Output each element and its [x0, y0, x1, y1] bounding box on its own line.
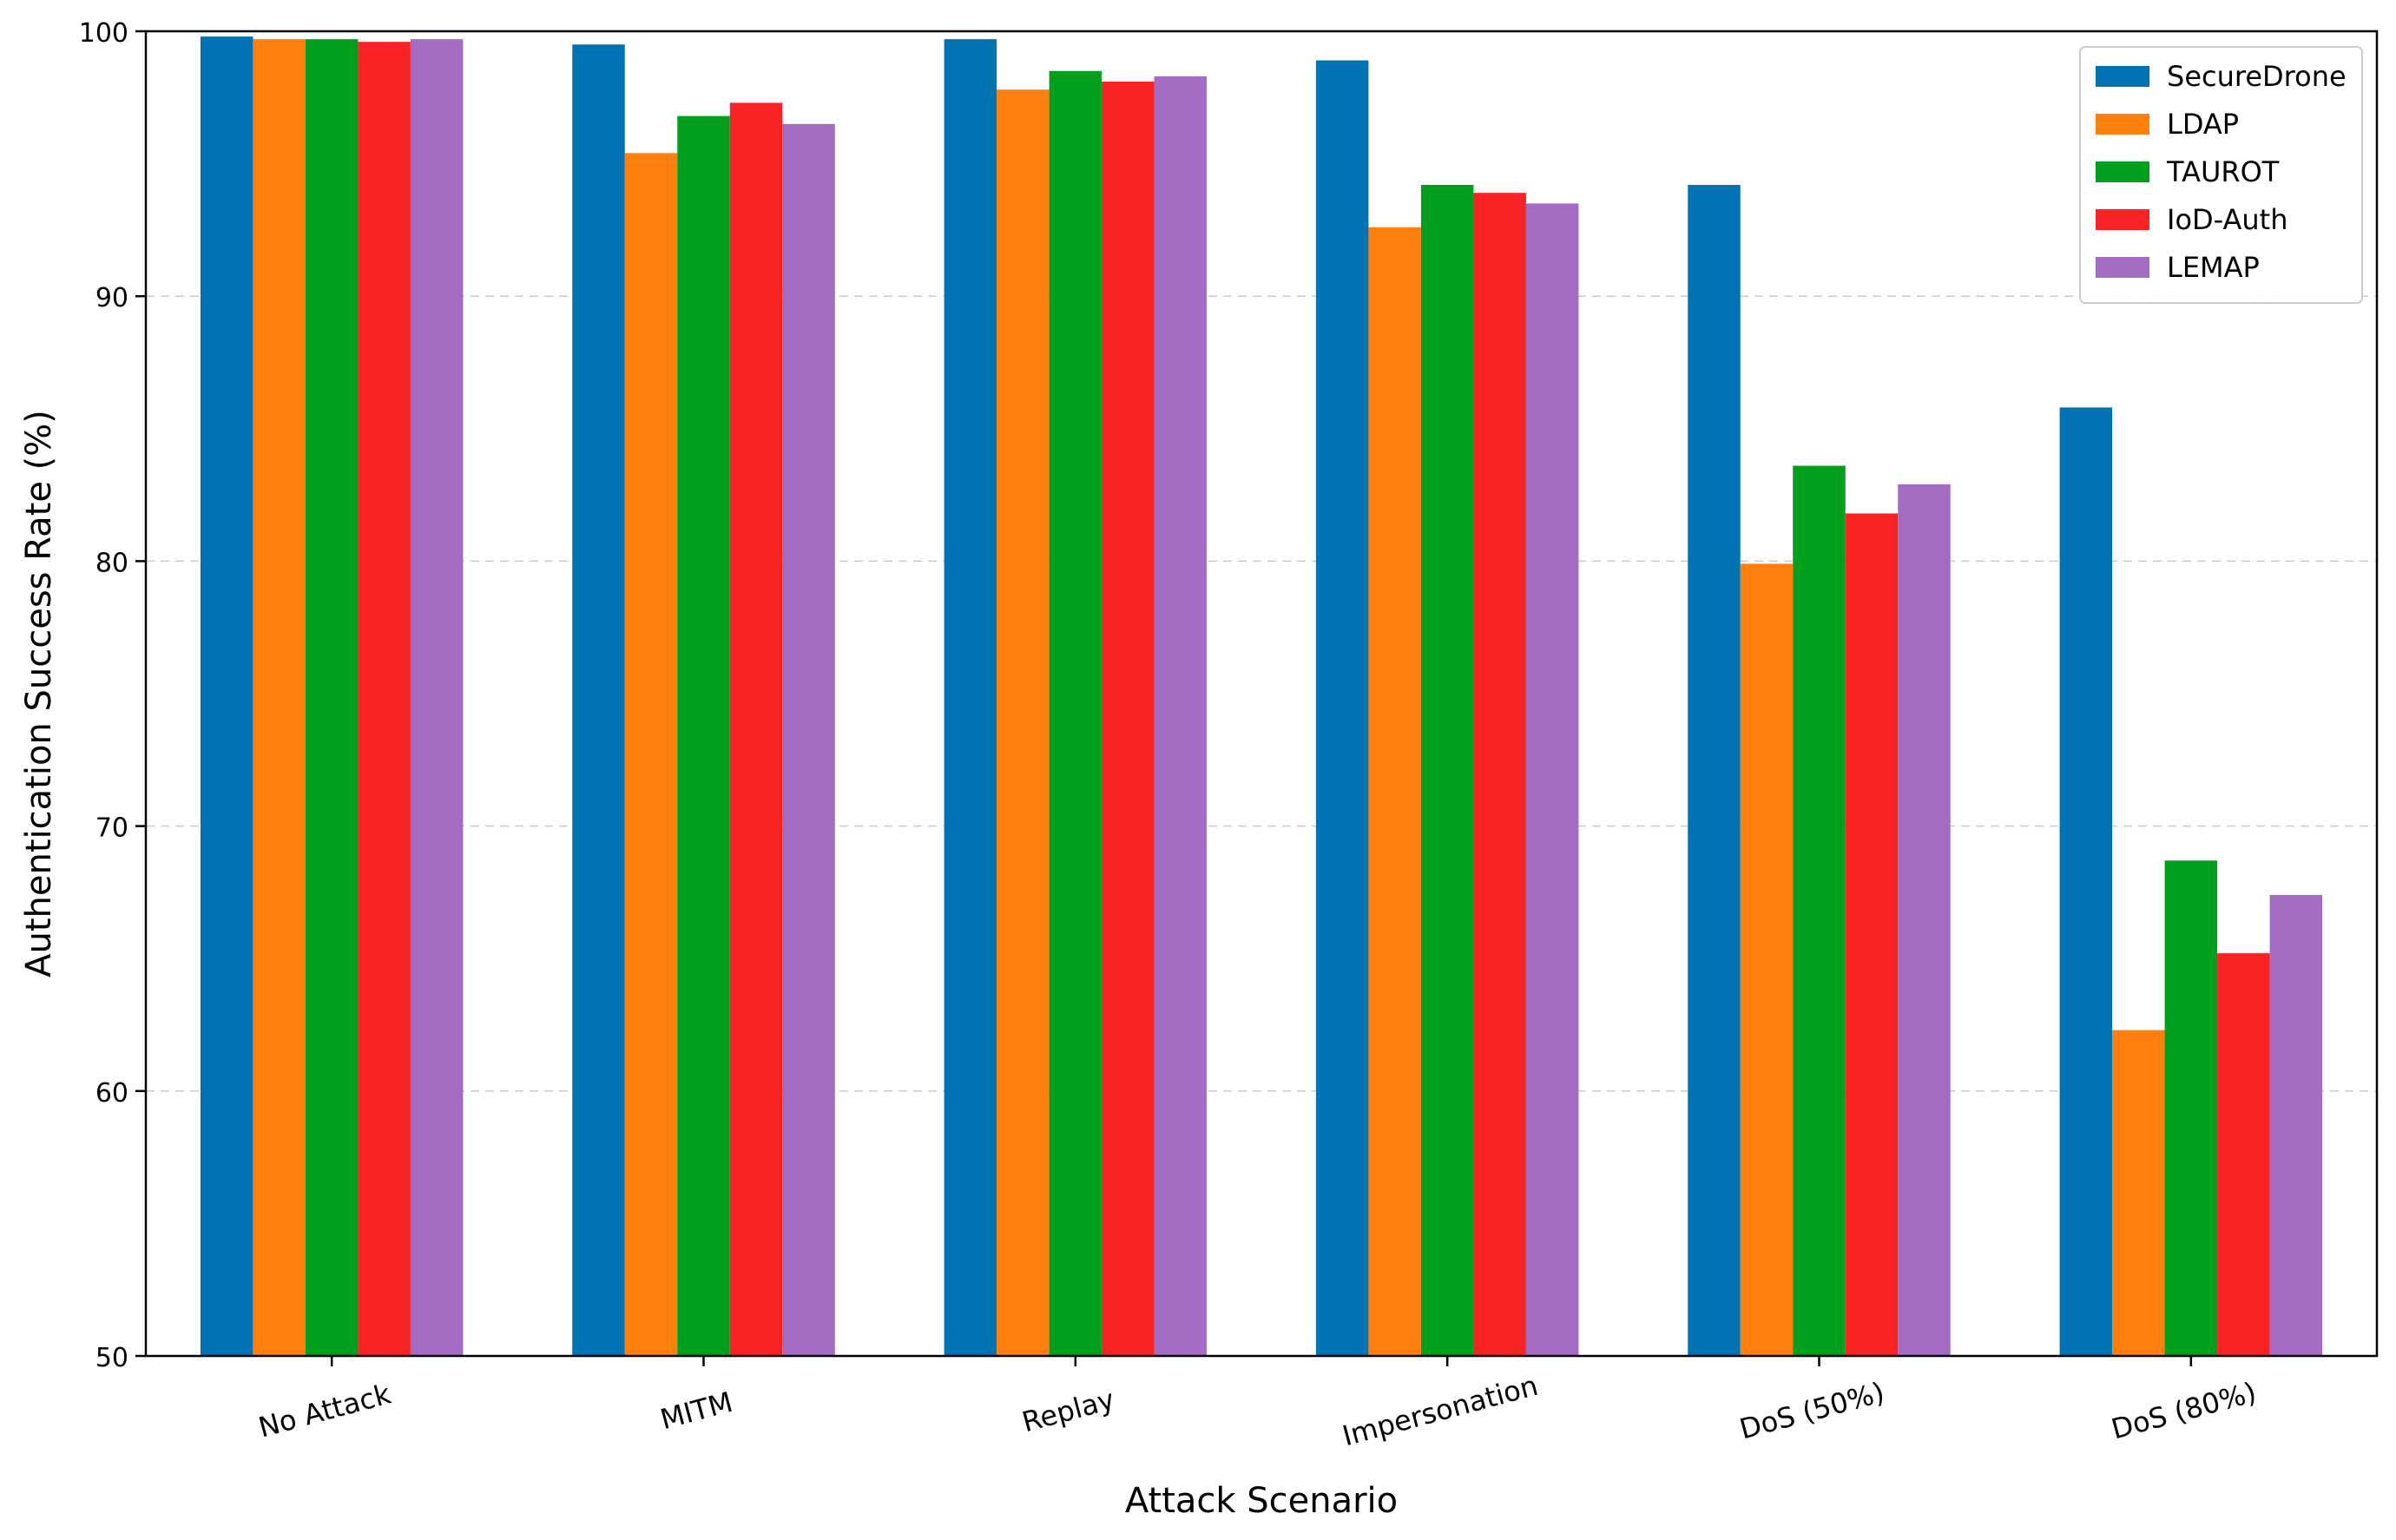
bar-iod-auth: [2217, 953, 2270, 1356]
legend-swatch: [2096, 161, 2149, 182]
x-tick-label: DoS (80%): [2108, 1376, 2260, 1446]
bar-iod-auth: [358, 42, 411, 1356]
bar-iod-auth: [1102, 81, 1155, 1356]
bar-ldap: [1368, 227, 1421, 1356]
x-axis-label: Attack Scenario: [1125, 1481, 1398, 1521]
x-tick-label: MITM: [657, 1385, 736, 1436]
x-tick-label: Replay: [1018, 1383, 1117, 1439]
bar-taurot: [1793, 465, 1846, 1356]
bar-ldap: [624, 153, 678, 1357]
legend-swatch: [2096, 209, 2149, 230]
y-axis-label: Authentication Success Rate (%): [19, 410, 59, 977]
bar-lemap: [1525, 203, 1579, 1356]
bar-iod-auth: [1473, 193, 1526, 1356]
bar-lemap: [782, 123, 835, 1356]
bar-lemap: [410, 39, 464, 1356]
bar-taurot: [677, 115, 730, 1356]
legend-label: IoD-Auth: [2167, 203, 2288, 236]
bar-taurot: [2164, 860, 2218, 1356]
bar-securedrone: [1688, 185, 1741, 1357]
bar-securedrone: [572, 44, 625, 1356]
legend-label: TAUROT: [2166, 155, 2280, 188]
plot-frame: [144, 30, 2379, 1358]
bars: [200, 36, 2323, 1357]
bar-ldap: [997, 89, 1050, 1356]
bar-securedrone: [200, 36, 253, 1356]
x-axis: No Attack MITM Replay Impersonation DoS (50%…: [255, 1356, 2260, 1452]
y-tick-label: 80: [95, 548, 128, 578]
legend-label: LDAP: [2167, 108, 2239, 141]
bar-iod-auth: [1845, 513, 1899, 1356]
legend-box: [2079, 46, 2363, 304]
bar-securedrone: [2059, 407, 2113, 1356]
bar-iod-auth: [729, 102, 783, 1356]
bar-securedrone: [944, 39, 997, 1356]
bar-lemap: [2269, 894, 2323, 1356]
x-tick-label: DoS (50%): [1736, 1376, 1888, 1446]
y-axis: 50 60 70 80 90 100: [79, 18, 146, 1373]
bar-taurot: [305, 39, 359, 1356]
bar-lemap: [1898, 484, 1951, 1356]
bar-ldap: [2112, 1030, 2165, 1356]
bar-taurot: [1420, 185, 1474, 1357]
y-tick-label: 50: [95, 1343, 128, 1373]
grid-lines: [146, 295, 2377, 1092]
y-tick-label: 70: [95, 813, 128, 844]
y-tick-label: 100: [79, 18, 128, 49]
legend-swatch: [2096, 114, 2149, 135]
legend-label: LEMAP: [2167, 251, 2260, 284]
bar-ldap: [1740, 563, 1794, 1356]
legend-swatch: [2096, 257, 2149, 278]
legend-swatch: [2096, 66, 2149, 87]
x-tick-label: Impersonation: [1339, 1369, 1541, 1453]
bar-lemap: [1154, 76, 1208, 1356]
bar-ldap: [253, 39, 306, 1356]
legend-label: SecureDrone: [2167, 60, 2347, 93]
bar-taurot: [1049, 70, 1103, 1356]
x-tick-label: No Attack: [255, 1377, 395, 1444]
legend: SecureDrone LDAP TAUROT IoD-Auth LEMAP: [2079, 46, 2363, 304]
y-tick-label: 60: [95, 1078, 128, 1109]
bar-securedrone: [1315, 60, 1369, 1356]
y-tick-label: 90: [95, 283, 128, 313]
